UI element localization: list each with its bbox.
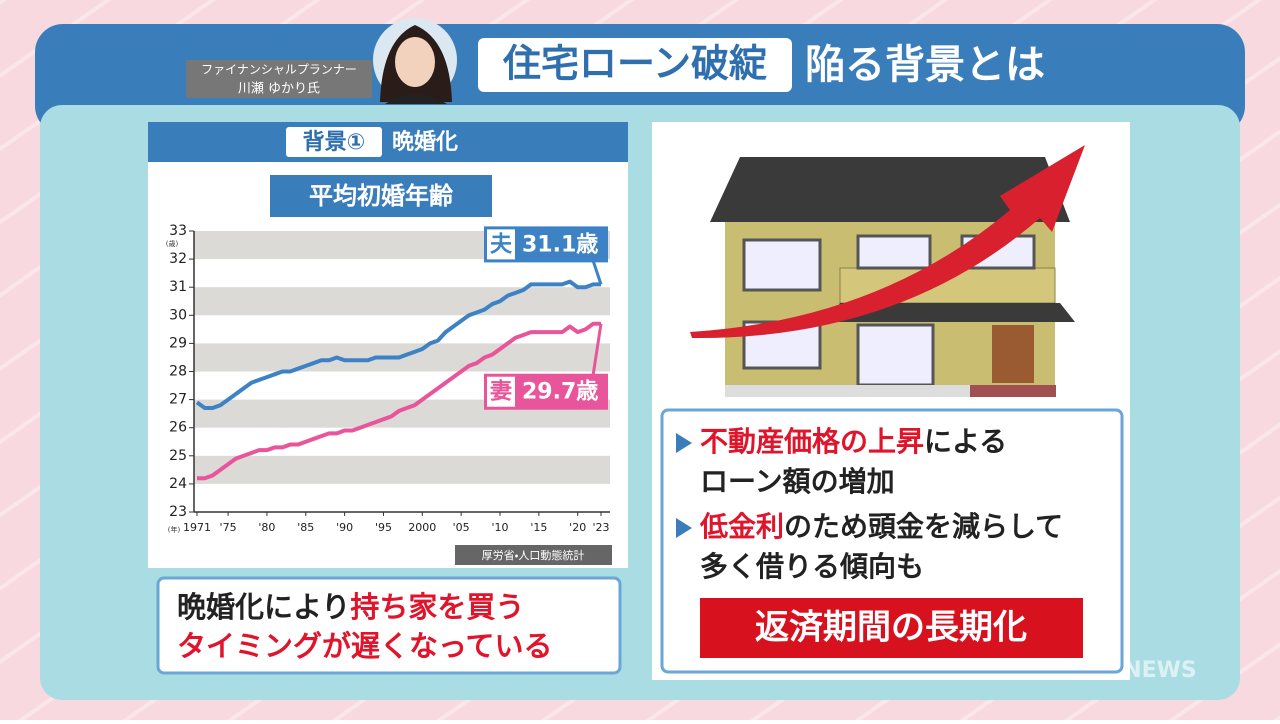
title-rest: 陥る背景とは bbox=[805, 42, 1045, 88]
bullet-line: 低金利のため頭金を減らして bbox=[699, 510, 1063, 543]
presenter-role: ファイナンシャルプランナー bbox=[201, 63, 357, 77]
x-unit: (年) bbox=[168, 525, 181, 534]
house-illustration bbox=[690, 145, 1085, 397]
bullet-continuation: 多く借りる傾向も bbox=[700, 550, 924, 583]
y-unit: (歳) bbox=[166, 239, 179, 248]
chart-title-box bbox=[270, 175, 492, 217]
presenter-name: 川瀬 ゆかり氏 bbox=[238, 82, 320, 97]
y-tick-label: 25 bbox=[169, 448, 187, 464]
y-tick-label: 23 bbox=[169, 504, 187, 520]
series-label: 妻 29.7歳 bbox=[484, 323, 608, 410]
x-tick-label: '10 bbox=[491, 521, 508, 534]
y-tick-label: 24 bbox=[169, 476, 187, 492]
presenter-name-box bbox=[186, 79, 372, 98]
y-tick-label: 30 bbox=[169, 307, 187, 323]
series-line bbox=[195, 279, 601, 411]
series-line bbox=[197, 321, 601, 481]
value-label: 29.7歳 bbox=[522, 380, 598, 405]
y-tick-label: 26 bbox=[169, 420, 187, 436]
x-tick-label: '90 bbox=[336, 521, 353, 534]
y-tick-label: 29 bbox=[169, 335, 187, 351]
heading-rest: 晩婚化 bbox=[392, 129, 458, 155]
y-tick-label: 32 bbox=[169, 251, 187, 267]
x-tick-label: '20 bbox=[569, 521, 586, 534]
grid-band bbox=[194, 287, 610, 316]
bullet-highlight: 不動産価格の上昇 bbox=[700, 425, 924, 458]
series-label-name-box bbox=[487, 376, 515, 407]
title-boxed: 住宅ローン破綻 bbox=[502, 42, 767, 86]
logo: NEWS bbox=[1123, 658, 1197, 683]
x-tick-label: 2000 bbox=[408, 521, 436, 534]
x-tick-label: '85 bbox=[297, 521, 314, 534]
bullet-marker bbox=[676, 433, 692, 453]
plot: 23 24 25 26 27 28 29 30 31 32 33 1971 '75 '80 '85 '90 '9… bbox=[169, 223, 610, 534]
chart-card-header bbox=[148, 122, 628, 162]
grid-band bbox=[194, 455, 610, 484]
chart-title: 平均初婚年齢 bbox=[309, 182, 453, 210]
bullet-continuation: ローン額の増加 bbox=[700, 465, 895, 498]
x-tick-label: '15 bbox=[530, 521, 547, 534]
presenter-role-box bbox=[186, 60, 372, 79]
caption-line2: タイミングが遅くなっている bbox=[177, 629, 553, 663]
x-tick-label: '75 bbox=[220, 521, 237, 534]
caption-box bbox=[156, 576, 622, 675]
x-tick-label: '05 bbox=[453, 521, 470, 534]
heading-boxed: 背景① bbox=[303, 130, 366, 155]
x-tick-label: '80 bbox=[258, 521, 275, 534]
conclusion: 返済期間の長期化 bbox=[755, 608, 1027, 648]
series-label-leader bbox=[591, 259, 603, 285]
bullet-line: 不動産価格の上昇による bbox=[700, 425, 1007, 458]
title-box bbox=[478, 38, 792, 92]
caption-highlight: 持ち家を買う bbox=[350, 590, 524, 624]
heading-box bbox=[286, 127, 382, 157]
y-tick-label: 28 bbox=[169, 364, 187, 380]
presenter-portrait bbox=[373, 18, 457, 104]
x-tick-label: 1971 bbox=[183, 521, 211, 534]
caption-line: 晩婚化により持ち家を買う bbox=[177, 590, 524, 624]
series-label-name-box bbox=[487, 229, 515, 260]
y-tick-label: 33 bbox=[169, 223, 187, 239]
x-tick-label: '95 bbox=[375, 521, 392, 534]
y-tick-label: 31 bbox=[169, 279, 187, 295]
bullet-highlight: 低金利 bbox=[699, 510, 784, 543]
bullet-marker bbox=[676, 518, 692, 538]
legend-name: 妻 bbox=[490, 379, 512, 405]
source: 厚労省・人口動態統計 bbox=[482, 548, 585, 562]
value-label: 31.1歳 bbox=[522, 232, 598, 257]
source-box bbox=[455, 545, 612, 565]
legend-name: 夫 bbox=[490, 232, 513, 257]
conclusion-box bbox=[700, 598, 1083, 658]
x-tick-label: '23 bbox=[592, 521, 609, 534]
y-tick-label: 27 bbox=[169, 392, 187, 408]
series-label: 夫 31.1歳 bbox=[484, 226, 608, 285]
caption-text: 晩婚化により bbox=[177, 590, 350, 624]
series-label-leader bbox=[591, 323, 603, 376]
bullet-text: のため頭金を減らして bbox=[784, 510, 1063, 543]
bullet-text: による bbox=[924, 425, 1007, 458]
